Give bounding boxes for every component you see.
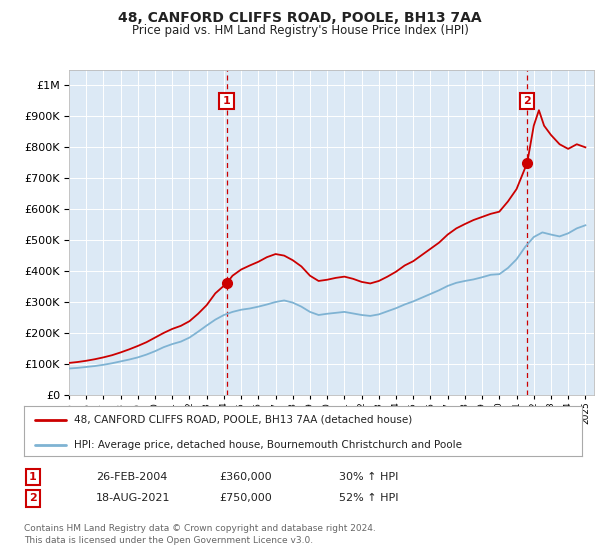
- Text: 48, CANFORD CLIFFS ROAD, POOLE, BH13 7AA: 48, CANFORD CLIFFS ROAD, POOLE, BH13 7AA: [118, 11, 482, 25]
- Text: 2: 2: [523, 96, 531, 106]
- Text: 2: 2: [29, 493, 37, 503]
- Text: 26-FEB-2004: 26-FEB-2004: [96, 472, 167, 482]
- Text: £750,000: £750,000: [219, 493, 272, 503]
- Text: HPI: Average price, detached house, Bournemouth Christchurch and Poole: HPI: Average price, detached house, Bour…: [74, 440, 462, 450]
- Text: 48, CANFORD CLIFFS ROAD, POOLE, BH13 7AA (detached house): 48, CANFORD CLIFFS ROAD, POOLE, BH13 7AA…: [74, 414, 412, 424]
- Text: £360,000: £360,000: [219, 472, 272, 482]
- Text: 52% ↑ HPI: 52% ↑ HPI: [339, 493, 398, 503]
- Text: 1: 1: [29, 472, 37, 482]
- Text: 1: 1: [223, 96, 230, 106]
- Text: 30% ↑ HPI: 30% ↑ HPI: [339, 472, 398, 482]
- Text: 18-AUG-2021: 18-AUG-2021: [96, 493, 170, 503]
- Text: Price paid vs. HM Land Registry's House Price Index (HPI): Price paid vs. HM Land Registry's House …: [131, 24, 469, 36]
- Text: Contains HM Land Registry data © Crown copyright and database right 2024.
This d: Contains HM Land Registry data © Crown c…: [24, 524, 376, 545]
